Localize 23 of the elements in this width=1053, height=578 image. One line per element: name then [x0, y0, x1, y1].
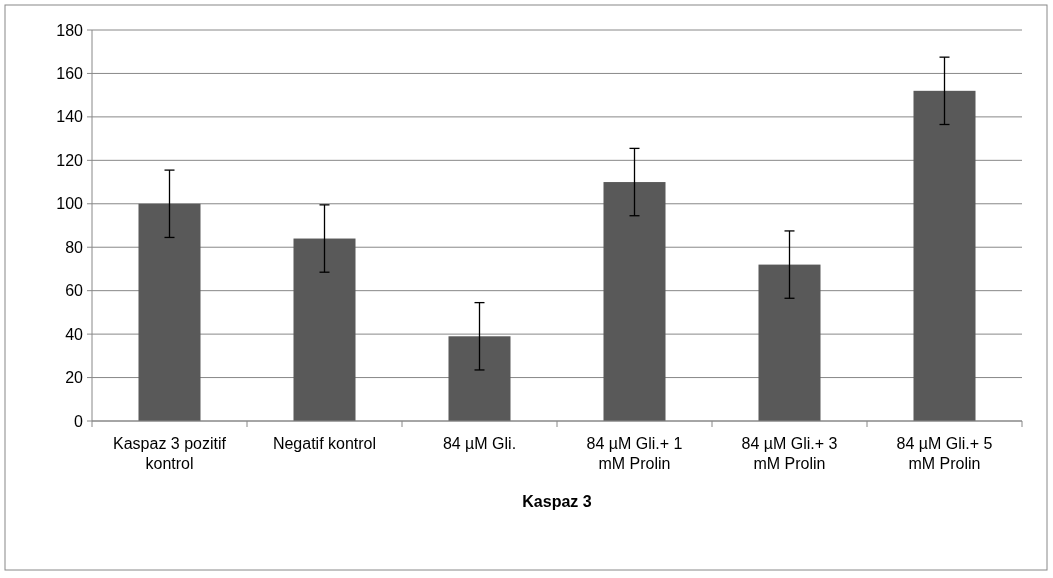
x-axis-title: Kaspaz 3 — [522, 493, 592, 510]
y-tick-label: 140 — [56, 108, 84, 126]
y-tick-label: 60 — [65, 282, 84, 300]
y-tick-label: 0 — [74, 412, 84, 430]
x-tick-label: 84 µM Gli.+ 3 mM Prolin — [741, 435, 838, 472]
y-tick-label: 40 — [65, 325, 84, 343]
x-tick-label: Kaspaz 3 pozitif kontrol — [113, 435, 227, 472]
x-tick-label: 84 µM Gli. — [442, 435, 517, 452]
bar — [758, 264, 821, 421]
x-tick-label: 84 µM Gli.+ 5 mM Prolin — [896, 435, 993, 472]
y-tick-label: 120 — [56, 151, 84, 169]
y-tick-label: 80 — [65, 238, 84, 256]
x-tick-label: Negatif kontrol — [272, 435, 377, 452]
bar — [293, 238, 356, 421]
bar — [913, 90, 976, 421]
bar — [603, 182, 666, 421]
bar — [138, 203, 201, 421]
y-tick-label: 20 — [65, 369, 84, 387]
y-tick-label: 160 — [56, 65, 84, 83]
y-tick-label: 180 — [56, 21, 84, 39]
x-tick-label: 84 µM Gli.+ 1 mM Prolin — [586, 435, 683, 472]
bar — [448, 336, 511, 421]
y-tick-label: 100 — [56, 195, 84, 213]
